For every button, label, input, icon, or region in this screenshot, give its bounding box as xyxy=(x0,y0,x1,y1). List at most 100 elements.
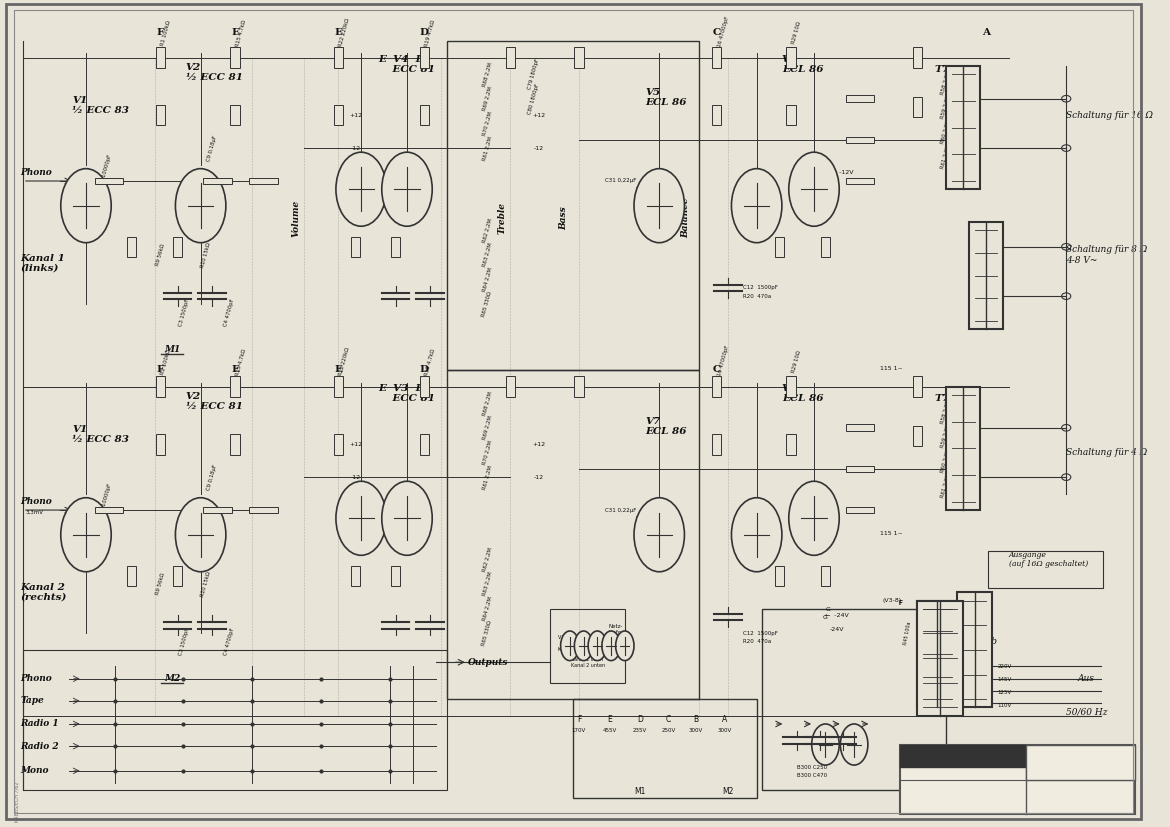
Bar xyxy=(230,376,240,397)
Text: C31 0,22µF: C31 0,22µF xyxy=(605,179,636,184)
Text: R61 2,2M: R61 2,2M xyxy=(482,136,493,160)
Bar xyxy=(846,178,874,184)
Text: Phono: Phono xyxy=(21,497,53,506)
Text: R58 2,2M: R58 2,2M xyxy=(941,399,951,424)
Text: V1 V2 V3 V4 V5 V6 V7 V8: V1 V2 V3 V4 V5 V6 V7 V8 xyxy=(558,635,621,640)
Bar xyxy=(128,237,137,257)
Text: Outputs: Outputs xyxy=(468,657,508,667)
Text: R45 100a: R45 100a xyxy=(941,621,949,645)
Text: Ausgänge
(auf 16Ω geschaltet): Ausgänge (auf 16Ω geschaltet) xyxy=(1009,551,1088,568)
Text: REVOX - STEREO -: REVOX - STEREO - xyxy=(906,767,1016,777)
Bar xyxy=(351,566,360,586)
Bar xyxy=(249,178,278,184)
Bar xyxy=(420,47,428,68)
Bar xyxy=(846,424,874,431)
Text: C16 47000pF: C16 47000pF xyxy=(716,344,730,380)
Bar xyxy=(786,47,796,68)
Text: 125V: 125V xyxy=(998,691,1012,696)
Text: 250V: 250V xyxy=(661,729,675,734)
Text: C12  1500pF: C12 1500pF xyxy=(743,631,778,636)
Text: E  V3  D
    ECC 81: E V3 D ECC 81 xyxy=(378,384,435,403)
Text: R63 2,2M: R63 2,2M xyxy=(482,571,493,597)
Bar xyxy=(156,47,165,68)
Ellipse shape xyxy=(560,631,579,661)
Text: C4 4700pF: C4 4700pF xyxy=(223,627,236,656)
Bar xyxy=(128,566,137,586)
Text: f: f xyxy=(987,600,990,605)
Text: S-40/ ab Serie 2: S-40/ ab Serie 2 xyxy=(917,802,969,807)
Bar xyxy=(333,376,343,397)
Text: G: G xyxy=(812,203,817,208)
Bar xyxy=(574,47,584,68)
Text: -12V: -12V xyxy=(658,203,672,208)
Text: Netz-
trafo: Netz- trafo xyxy=(608,624,622,635)
Text: C1W 10000pF: C1W 10000pF xyxy=(98,154,113,191)
Text: T779: T779 xyxy=(935,394,964,403)
Ellipse shape xyxy=(731,169,782,242)
Text: R9 56kΩ: R9 56kΩ xyxy=(154,572,165,595)
Text: C3 1500pF: C3 1500pF xyxy=(178,299,190,327)
Text: R60 2,2M: R60 2,2M xyxy=(941,448,951,473)
Text: 50/60 Hz: 50/60 Hz xyxy=(1066,707,1108,716)
Text: D: D xyxy=(420,366,428,375)
Text: R62 2,2M: R62 2,2M xyxy=(482,547,493,572)
Ellipse shape xyxy=(61,169,111,242)
Bar xyxy=(846,95,874,102)
Ellipse shape xyxy=(381,481,432,555)
Ellipse shape xyxy=(176,498,226,571)
Text: Phono: Phono xyxy=(21,674,53,683)
Text: Schaltung für 16 Ω: Schaltung für 16 Ω xyxy=(1066,111,1154,120)
Bar xyxy=(420,434,428,455)
Text: R70 2,2M: R70 2,2M xyxy=(482,111,493,136)
Bar xyxy=(156,376,165,397)
Text: C: C xyxy=(666,715,672,724)
Text: -12: -12 xyxy=(534,475,544,480)
Bar xyxy=(505,47,515,68)
Text: T778b: T778b xyxy=(969,637,998,646)
Text: E: E xyxy=(335,28,342,37)
Text: F: F xyxy=(577,715,581,724)
Ellipse shape xyxy=(789,152,839,227)
Text: V7
ECL 86: V7 ECL 86 xyxy=(646,417,687,436)
Text: Mono: Mono xyxy=(21,767,49,776)
Bar xyxy=(900,744,1135,815)
Text: 300V: 300V xyxy=(717,729,731,734)
Text: +12: +12 xyxy=(349,112,362,117)
Text: R15 4.7kΩ: R15 4.7kΩ xyxy=(235,348,247,376)
Text: STRATTMANN: STRATTMANN xyxy=(942,753,984,758)
Bar xyxy=(95,178,123,184)
Text: -12: -12 xyxy=(350,475,360,480)
Text: Radio 1: Radio 1 xyxy=(21,719,60,729)
Text: R61 2,2M: R61 2,2M xyxy=(941,473,951,498)
Bar xyxy=(230,105,240,126)
Text: R45 100a: R45 100a xyxy=(903,621,913,645)
Text: C: C xyxy=(713,28,721,37)
Ellipse shape xyxy=(731,498,782,571)
Text: R60 2,2M: R60 2,2M xyxy=(941,119,951,144)
Ellipse shape xyxy=(634,498,684,571)
Bar xyxy=(573,700,757,798)
Text: R20  470a: R20 470a xyxy=(743,294,771,299)
Bar xyxy=(913,376,922,397)
Text: C31 0,22µF: C31 0,22µF xyxy=(605,508,636,513)
Text: C16 47000pF: C16 47000pF xyxy=(716,15,730,50)
Text: R58 2,2M: R58 2,2M xyxy=(941,69,951,95)
Text: D: D xyxy=(420,28,428,37)
Bar xyxy=(821,566,830,586)
Text: 21.8. in 1964: 21.8. in 1964 xyxy=(1061,748,1099,753)
Bar xyxy=(420,105,428,126)
Text: R20  470a: R20 470a xyxy=(743,639,771,644)
Bar xyxy=(821,237,830,257)
Text: D: D xyxy=(636,715,642,724)
Text: R64 2,2M: R64 2,2M xyxy=(482,267,493,293)
Text: 7.040: 7.040 xyxy=(1057,784,1103,798)
Text: -24V: -24V xyxy=(830,627,845,632)
Bar xyxy=(351,237,360,257)
Text: 3,3mV: 3,3mV xyxy=(26,510,43,515)
Text: M2: M2 xyxy=(164,674,180,683)
Text: F: F xyxy=(157,366,164,375)
Text: M1: M1 xyxy=(634,786,646,796)
Text: E: E xyxy=(335,366,342,375)
Ellipse shape xyxy=(574,631,593,661)
Text: R59 2,2M: R59 2,2M xyxy=(941,94,951,120)
